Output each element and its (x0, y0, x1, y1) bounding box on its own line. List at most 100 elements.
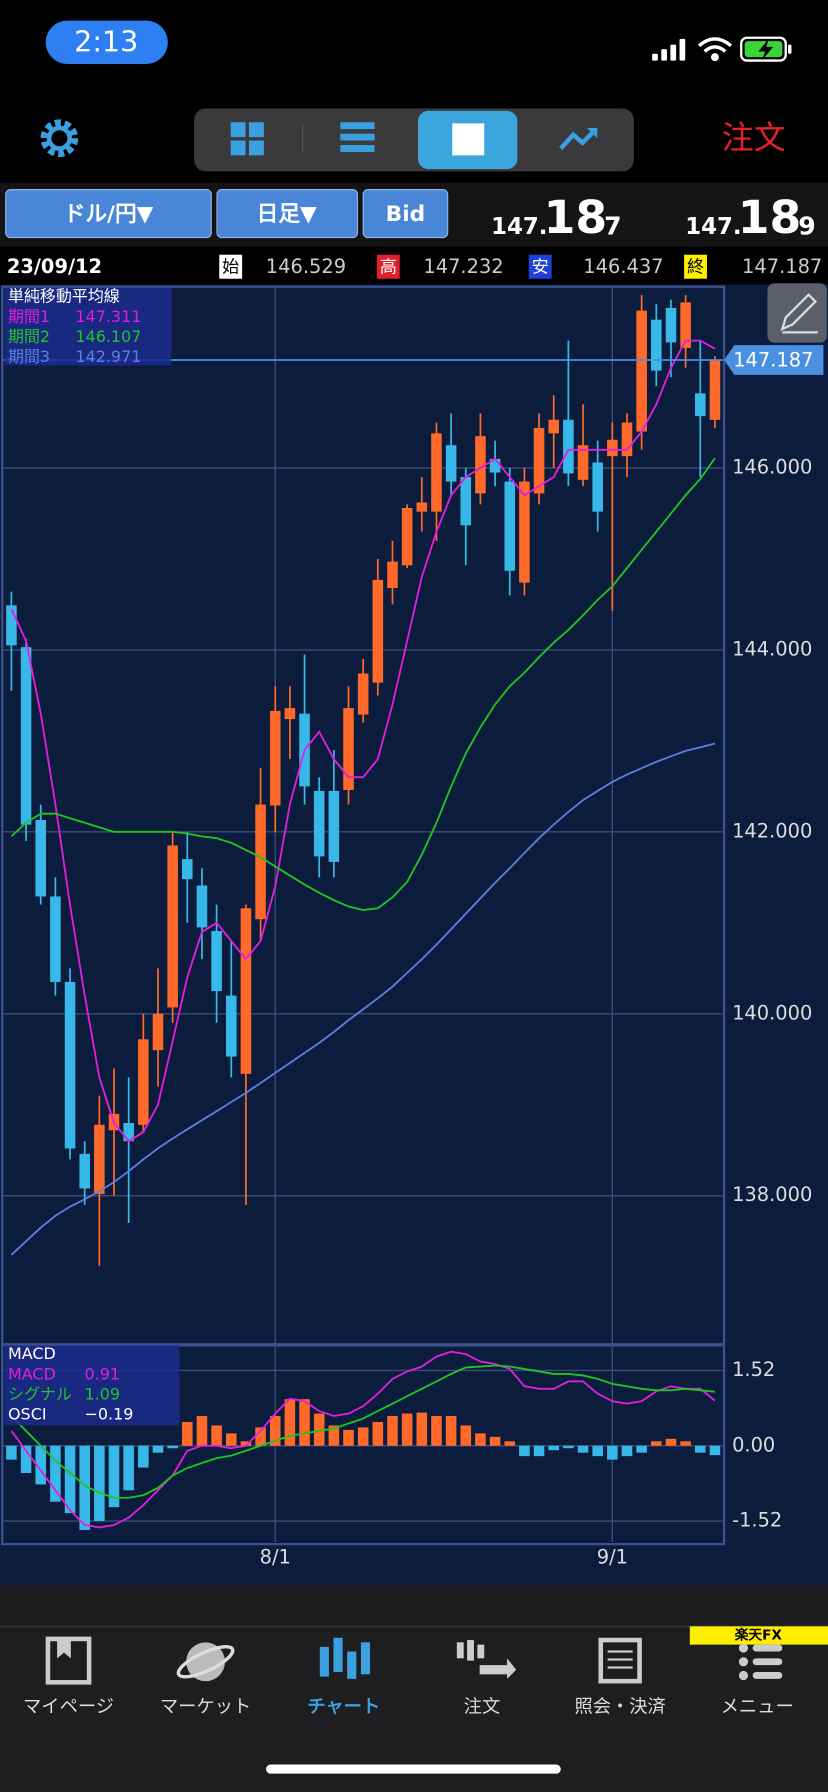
osci-bar (665, 1438, 677, 1446)
osci-bar (416, 1412, 428, 1446)
candle-body (35, 820, 47, 897)
ohlc-date: 23/09/12 (7, 255, 102, 278)
candle-body (519, 481, 530, 583)
tab-label[interactable]: チャート (307, 1696, 380, 1717)
osci-bar (475, 1433, 486, 1446)
battery-icon (740, 36, 792, 62)
draw-button[interactable] (767, 283, 827, 343)
osci-bar (79, 1445, 90, 1530)
osci-bar (592, 1445, 603, 1457)
osci-bar (152, 1445, 164, 1453)
bid-mid: 18 (544, 191, 608, 244)
ohlc-value: 146.437 (583, 255, 663, 278)
osci-bar (651, 1441, 662, 1446)
osci-bar (519, 1445, 530, 1457)
candle-body (621, 422, 633, 457)
osci-bar (607, 1445, 618, 1460)
osci-bar (50, 1445, 61, 1502)
view-trend-icon[interactable] (559, 127, 598, 151)
candle-body (152, 1013, 164, 1051)
candle-body (460, 477, 472, 526)
plot: 138.000 140.000 142.000 144.000 146.000 8/1 9/… (3, 286, 824, 1568)
y-tick-label: 0.00 (732, 1433, 775, 1456)
macd-legend-bg (4, 1345, 180, 1426)
period-button[interactable] (216, 189, 359, 239)
bid-big: 147. (491, 214, 547, 240)
candle-body (607, 439, 618, 457)
legend-value: 146.107 (75, 327, 141, 346)
candle-body (636, 310, 647, 432)
candle-body (94, 1124, 105, 1194)
order-button[interactable]: 注文 (722, 118, 786, 156)
tab-label[interactable]: 注文 (464, 1696, 501, 1717)
candle-body (343, 708, 354, 791)
x-tick-label: 9/1 (597, 1545, 628, 1568)
view-switcher (194, 108, 634, 172)
candle-body (401, 507, 413, 566)
side-button[interactable] (362, 189, 449, 239)
osci-bar (6, 1445, 17, 1460)
view-list-icon[interactable] (340, 122, 375, 152)
ma-line (10, 339, 716, 1143)
candle-body (475, 436, 486, 494)
candle-body (387, 561, 398, 589)
view-grid-icon[interactable] (230, 122, 264, 156)
osci-bar (64, 1445, 76, 1514)
ma-line (10, 457, 716, 911)
osci-bar (387, 1416, 398, 1446)
candle-body (240, 908, 252, 1074)
ohlc-label: 安 (532, 257, 549, 277)
ohlc-value: 147.232 (423, 255, 503, 278)
ask-small: 9 (798, 211, 815, 240)
pair-button[interactable] (5, 189, 212, 239)
candle-body (167, 845, 178, 1008)
candle-body (20, 647, 32, 825)
legend-name: MACD (8, 1365, 56, 1384)
ma-legend-bg (4, 287, 172, 366)
settings-button[interactable] (40, 119, 79, 158)
candle-body (64, 981, 76, 1149)
y-tick-label: 1.52 (732, 1358, 775, 1381)
candle-body (489, 458, 501, 473)
ohlc-label-box (376, 254, 400, 279)
y-tick-label: 140.000 (732, 1001, 812, 1024)
tab-label[interactable]: 照会・決済 (574, 1696, 665, 1717)
osci-bar (196, 1416, 208, 1446)
ask-big: 147. (685, 214, 741, 240)
candle-body (313, 790, 325, 857)
osci-bar (401, 1413, 413, 1446)
brand-badge (689, 1626, 828, 1645)
candle-body (357, 673, 369, 715)
osci-bar (20, 1445, 32, 1473)
home-indicator (266, 1764, 561, 1774)
tab-label[interactable]: マーケット (160, 1696, 251, 1717)
macd-line (10, 1364, 716, 1499)
candle-body (269, 710, 281, 806)
legend-value: 1.09 (85, 1385, 121, 1404)
wifi-icon (697, 37, 733, 62)
candle-body (79, 1153, 90, 1189)
osci-bar (255, 1427, 266, 1446)
candle-body (225, 995, 237, 1057)
legend-value: 142.971 (75, 347, 141, 366)
tab-label[interactable]: マイページ (23, 1696, 114, 1717)
candle-body (577, 445, 589, 480)
candle-body (255, 804, 266, 920)
candle-body (372, 579, 384, 683)
tab-bar-bg (0, 1626, 828, 1792)
ma-legend-title: 単純移動平均線 (8, 286, 120, 305)
tab-label[interactable]: メニュー (721, 1696, 794, 1717)
osci-bar (240, 1441, 252, 1446)
legend-name: シグナル (8, 1385, 72, 1404)
period-label: 日足▼ (257, 202, 317, 227)
y-tick-label: 142.000 (732, 819, 812, 842)
candle-body (548, 419, 559, 434)
osci-bar (138, 1445, 149, 1468)
osci-bar (695, 1445, 706, 1453)
osci-bar (328, 1425, 340, 1446)
view-single-icon[interactable] (452, 123, 485, 156)
legend-name: OSCI (8, 1405, 47, 1424)
osci-bar (123, 1445, 134, 1491)
pencil-icon (780, 293, 818, 334)
